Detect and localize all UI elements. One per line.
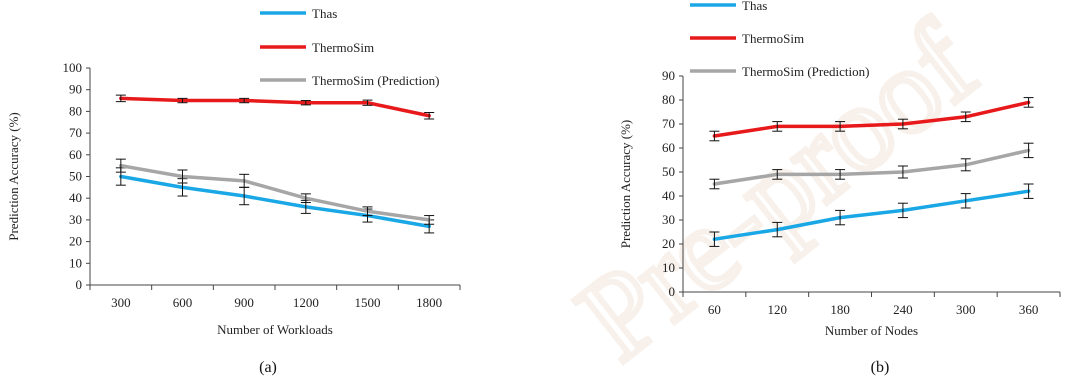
y-axis-label: Prediction Accuracy (%) — [618, 120, 633, 249]
x-tick-label: 900 — [234, 295, 254, 310]
y-tick-label: 40 — [662, 188, 675, 203]
legend-label-3: ThermoSim (Prediction) — [742, 64, 869, 79]
series-line-3 — [119, 163, 431, 222]
y-tick-label: 90 — [69, 82, 82, 97]
series-line-2 — [712, 100, 1031, 138]
x-tick-label: 360 — [1019, 302, 1039, 317]
y-tick-label: 90 — [662, 68, 675, 83]
y-tick-label: 80 — [662, 92, 675, 107]
y-tick-label: 70 — [662, 116, 675, 131]
x-tick-label: 300 — [956, 302, 976, 317]
y-tick-label: 20 — [662, 236, 675, 251]
x-tick-label: 1800 — [416, 295, 442, 310]
panel-caption: (b) — [871, 359, 890, 376]
legend-label-2: ThermoSim — [312, 40, 374, 55]
x-tick-label: 60 — [708, 302, 721, 317]
y-tick-label: 60 — [69, 147, 82, 162]
legend-label-2: ThermoSim — [742, 31, 804, 46]
y-tick-label: 70 — [69, 125, 82, 140]
series-line-1 — [712, 189, 1031, 241]
y-tick-label: 10 — [69, 255, 82, 270]
x-tick-label: 120 — [768, 302, 788, 317]
y-tick-label: 100 — [63, 60, 83, 75]
x-tick-label: 600 — [173, 295, 193, 310]
y-tick-label: 50 — [69, 169, 82, 184]
y-tick-label: 0 — [669, 284, 676, 299]
x-tick-label: 240 — [893, 302, 913, 317]
legend-label-1: Thas — [312, 6, 337, 21]
y-tick-label: 20 — [69, 234, 82, 249]
y-tick-label: 0 — [76, 277, 83, 292]
y-tick-label: 50 — [662, 164, 675, 179]
panel-caption: (a) — [259, 359, 277, 376]
x-tick-label: 1200 — [293, 295, 319, 310]
legend-label-1: Thas — [742, 0, 767, 13]
y-tick-label: 30 — [662, 212, 675, 227]
y-axis-label: Prediction Accuracy (%) — [6, 112, 21, 241]
x-tick-label: 1500 — [355, 295, 381, 310]
series-line-3 — [712, 148, 1031, 186]
legend-label-3: ThermoSim (Prediction) — [312, 73, 439, 88]
x-axis-label: Number of Nodes — [825, 323, 918, 338]
y-tick-label: 80 — [69, 103, 82, 118]
chart-panel-2: 0 10 20 30 40 50 60 70 80 90 60 120 180 240 300 360 Pred… — [618, 0, 1061, 376]
chart-panel-1: 0 10 20 30 40 50 60 70 80 90 100 300 600 900 1200 1500 1… — [6, 6, 461, 376]
series-line-1 — [119, 174, 431, 229]
y-tick-label: 60 — [662, 140, 675, 155]
x-tick-label: 180 — [830, 302, 850, 317]
y-tick-label: 10 — [662, 260, 675, 275]
series-line-2 — [119, 96, 431, 118]
x-tick-label: 300 — [111, 295, 131, 310]
y-tick-label: 30 — [69, 212, 82, 227]
x-axis-label: Number of Workloads — [217, 322, 333, 337]
y-tick-label: 40 — [69, 190, 82, 205]
